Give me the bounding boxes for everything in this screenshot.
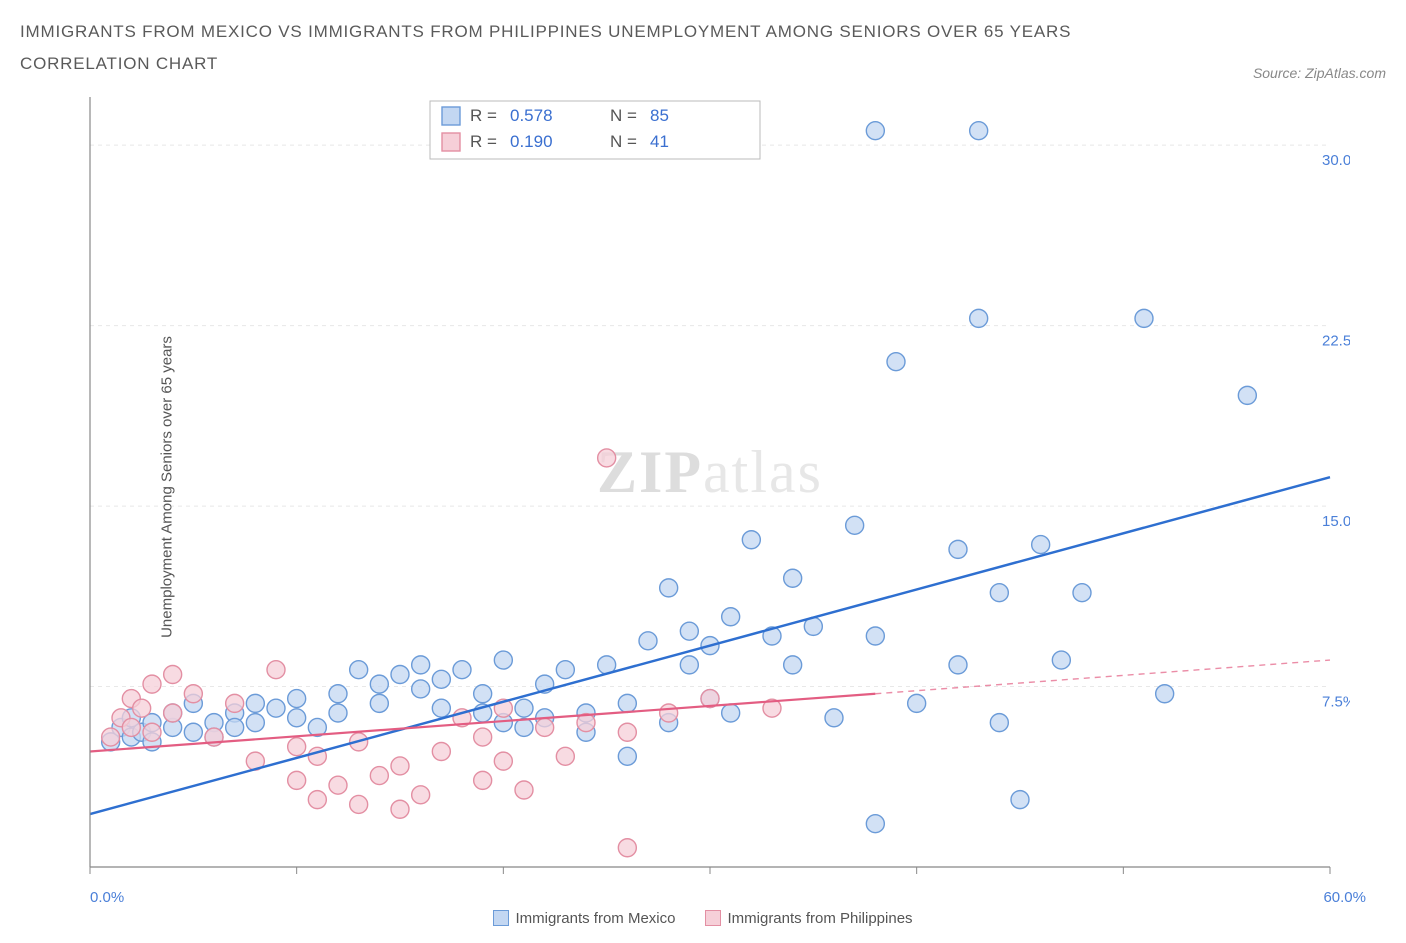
- svg-text:15.0%: 15.0%: [1322, 513, 1350, 530]
- svg-text:N =: N =: [610, 132, 637, 151]
- legend-item-mexico: Immigrants from Mexico: [493, 910, 675, 927]
- x-axis-labels: 0.0% 60.0%: [20, 889, 1386, 906]
- chart-svg: 7.5% 15.0% 22.5% 30.0% ZIPatlas R = 0.578 N = 85…: [20, 87, 1350, 887]
- y-axis-label: Unemployment Among Seniors over 65 years: [158, 336, 175, 638]
- svg-text:R =: R =: [470, 106, 497, 125]
- svg-text:R =: R =: [470, 132, 497, 151]
- svg-text:N =: N =: [610, 106, 637, 125]
- svg-text:0.190: 0.190: [510, 132, 553, 151]
- legend-item-philippines: Immigrants from Philippines: [705, 910, 912, 927]
- svg-text:85: 85: [650, 106, 669, 125]
- svg-text:41: 41: [650, 132, 669, 151]
- correlation-chart: Unemployment Among Seniors over 65 years…: [20, 87, 1386, 887]
- bottom-legend: Immigrants from Mexico Immigrants from P…: [20, 910, 1386, 927]
- svg-text:7.5%: 7.5%: [1322, 693, 1350, 710]
- source-attribution: Source: ZipAtlas.com: [1253, 65, 1386, 81]
- svg-text:22.5%: 22.5%: [1322, 332, 1350, 349]
- svg-text:ZIPatlas: ZIPatlas: [597, 439, 823, 505]
- svg-text:0.578: 0.578: [510, 106, 553, 125]
- chart-title: IMMIGRANTS FROM MEXICO VS IMMIGRANTS FRO…: [20, 16, 1071, 81]
- svg-text:30.0%: 30.0%: [1322, 152, 1350, 169]
